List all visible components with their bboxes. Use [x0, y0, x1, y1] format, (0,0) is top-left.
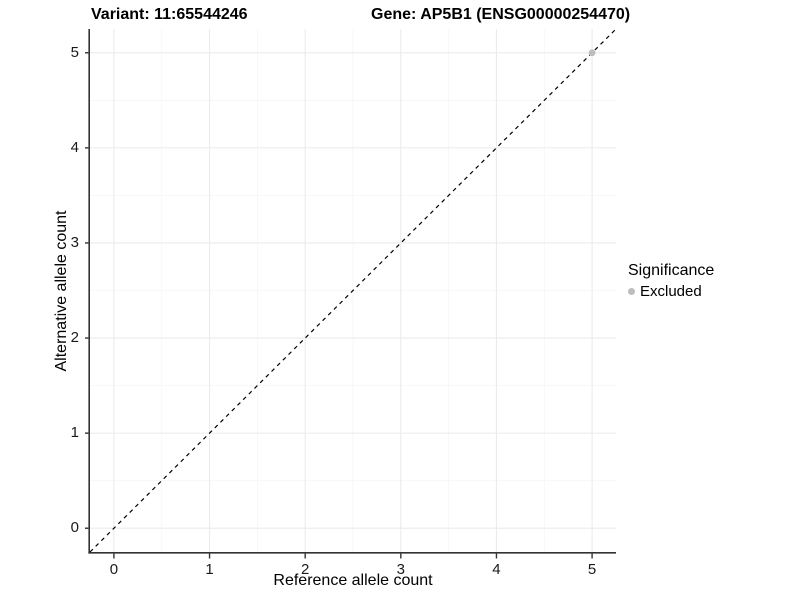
excluded-point-icon	[628, 288, 635, 295]
y-tick-label: 1	[70, 424, 79, 442]
y-tick-label: 5	[70, 43, 79, 61]
gene-title: Gene: AP5B1 (ENSG00000254470)	[371, 6, 631, 23]
y-tick-label: 3	[70, 233, 79, 251]
plot-panel	[85, 29, 617, 559]
legend-title: Significance	[628, 262, 715, 279]
variant-title: Variant: 11:65544246	[91, 6, 248, 23]
x-tick-label: 0	[109, 561, 119, 578]
y-axis-title: Alternative allele count	[53, 210, 70, 372]
legend-entry-excluded: Excluded	[628, 283, 714, 300]
x-tick-label: 1	[205, 561, 214, 578]
legend: Significance Excluded	[628, 262, 714, 300]
x-axis-title: Reference allele count	[273, 572, 433, 589]
x-tick-label: 2	[301, 561, 310, 578]
x-tick-label: 4	[492, 561, 501, 578]
y-tick-label: 2	[70, 329, 79, 347]
x-tick-label: 5	[587, 561, 597, 578]
y-tick-label: 4	[70, 138, 79, 156]
y-tick-label: 0	[70, 519, 79, 537]
x-tick-label: 3	[396, 561, 405, 578]
legend-entry-label: Excluded	[640, 283, 702, 300]
